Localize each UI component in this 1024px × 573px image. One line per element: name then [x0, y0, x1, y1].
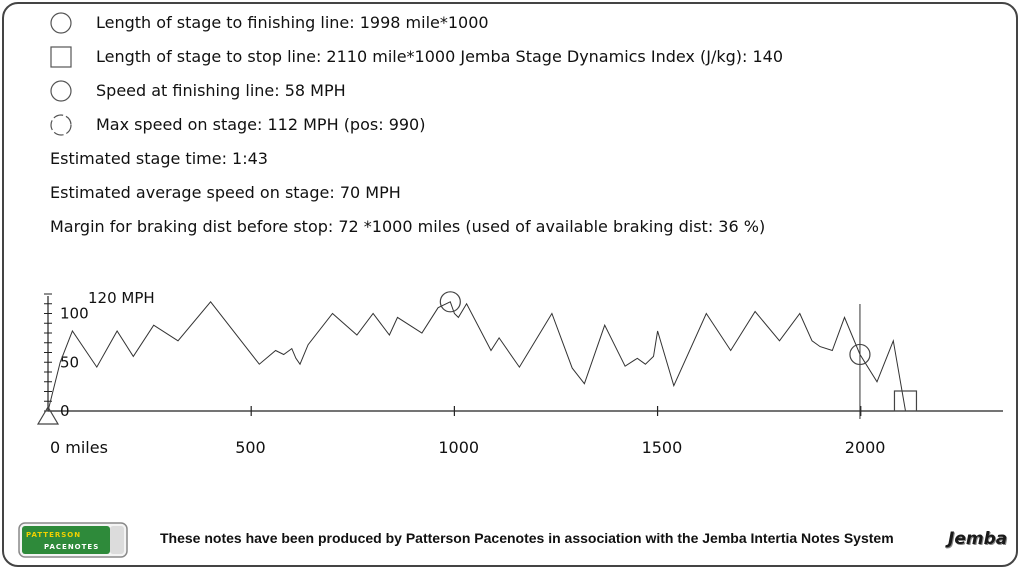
max-speed-text: Max speed on stage: 112 MPH (pos: 990) [96, 114, 426, 134]
info-stop-length-row: Length of stage to stop line: 2110 mile*… [50, 43, 783, 69]
finish-speed-text: Speed at finishing line: 58 MPH [96, 80, 346, 100]
y-top-label: 120 MPH [88, 289, 155, 307]
x-tick-label: 0 miles [50, 438, 108, 457]
page-frame [2, 2, 1018, 567]
braking-margin-text: Margin for braking dist before stop: 72 … [50, 216, 766, 236]
dashed-circle-icon [50, 113, 72, 136]
speed-series-line [47, 301, 906, 412]
info-braking-margin-row: Margin for braking dist before stop: 72 … [50, 213, 765, 239]
start-marker [36, 405, 60, 425]
stop-marker [893, 390, 918, 412]
speed-profile-chart: 0 50 100 120 MPH 0 miles 500 1000 1500 2000 [0, 280, 1024, 480]
x-tick-label: 1500 [642, 438, 683, 457]
info-stage-time-row: Estimated stage time: 1:43 [50, 145, 268, 171]
y-tick-label: 100 [60, 305, 89, 323]
avg-speed-text: Estimated average speed on stage: 70 MPH [50, 182, 401, 202]
y-tick-label: 50 [60, 353, 79, 371]
info-avg-speed-row: Estimated average speed on stage: 70 MPH [50, 179, 401, 205]
y-tick-label: 0 [60, 402, 70, 420]
finish-marker [849, 343, 871, 366]
finish-length-text: Length of stage to finishing line: 1998 … [96, 12, 489, 32]
circle-icon [50, 79, 72, 102]
x-tick-label: 2000 [845, 438, 886, 457]
jemba-logo: Jemba [948, 529, 1008, 549]
x-tick-label: 500 [235, 438, 266, 457]
footer-text: These notes have been produced by Patter… [160, 530, 894, 546]
svg-text:PACENOTES: PACENOTES [44, 543, 99, 551]
stage-time-text: Estimated stage time: 1:43 [50, 148, 268, 168]
max-speed-marker [439, 291, 461, 313]
info-finish-length-row: Length of stage to finishing line: 1998 … [50, 9, 489, 35]
circle-icon [50, 11, 72, 34]
info-max-speed-row: Max speed on stage: 112 MPH (pos: 990) [50, 111, 425, 137]
svg-text:PATTERSON: PATTERSON [26, 531, 81, 539]
patterson-pacenotes-logo: PATTERSON PACENOTES [18, 522, 128, 558]
x-tick-label: 1000 [438, 438, 479, 457]
square-icon [50, 45, 72, 68]
stop-length-text: Length of stage to stop line: 2110 mile*… [96, 46, 784, 66]
info-finish-speed-row: Speed at finishing line: 58 MPH [50, 77, 346, 103]
